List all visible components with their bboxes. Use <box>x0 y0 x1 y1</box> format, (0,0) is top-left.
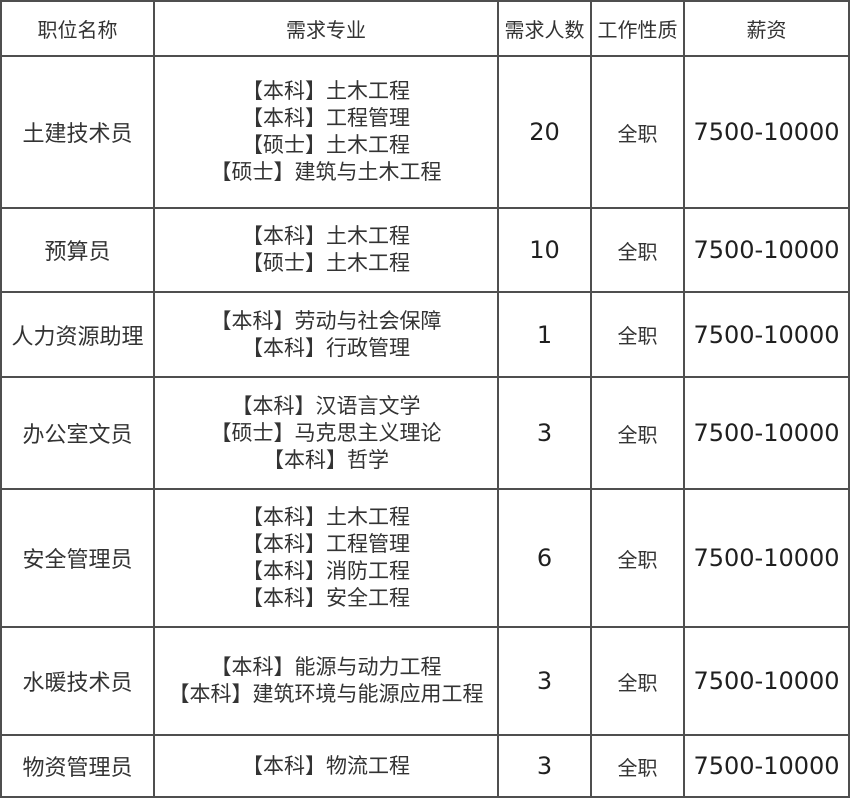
headcount-cell: 3 <box>497 626 592 736</box>
salary-cell: 7500-10000 <box>683 291 850 378</box>
salary-cell: 7500-10000 <box>683 734 850 798</box>
major-line: 【本科】工程管理 <box>242 106 410 130</box>
majors-cell: 【本科】劳动与社会保障 【本科】行政管理 <box>153 291 499 378</box>
headcount-cell: 1 <box>497 291 592 378</box>
header-cell-headcount: 需求人数 <box>497 0 592 57</box>
major-line: 【本科】能源与动力工程 <box>210 655 442 679</box>
majors-cell: 【本科】土木工程 【本科】工程管理 【硕士】土木工程 【硕士】建筑与土木工程 <box>153 55 499 209</box>
majors-cell: 【本科】物流工程 <box>153 734 499 798</box>
table-row: 办公室文员 【本科】汉语言文学 【硕士】马克思主义理论 【本科】哲学 3 全职 … <box>0 376 850 490</box>
major-line: 【本科】劳动与社会保障 <box>210 308 442 333</box>
table-row: 物资管理员 【本科】物流工程 3 全职 7500-10000 <box>0 734 850 798</box>
table-row: 土建技术员 【本科】土木工程 【本科】工程管理 【硕士】土木工程 【硕士】建筑与… <box>0 55 850 209</box>
header-cell-position: 职位名称 <box>0 0 155 57</box>
major-line: 【本科】土木工程 <box>242 224 410 248</box>
job-type-cell: 全职 <box>590 626 685 736</box>
header-cell-majors: 需求专业 <box>153 0 499 57</box>
salary-cell: 7500-10000 <box>683 488 850 628</box>
major-line: 【本科】土木工程 <box>242 79 410 103</box>
major-line: 【硕士】土木工程 <box>242 251 410 275</box>
major-line: 【本科】安全工程 <box>242 586 410 610</box>
position-cell: 物资管理员 <box>0 734 155 798</box>
table-row: 人力资源助理 【本科】劳动与社会保障 【本科】行政管理 1 全职 7500-10… <box>0 291 850 378</box>
headcount-cell: 10 <box>497 207 592 293</box>
position-cell: 土建技术员 <box>0 55 155 209</box>
position-cell: 预算员 <box>0 207 155 293</box>
salary-cell: 7500-10000 <box>683 376 850 490</box>
job-type-cell: 全职 <box>590 207 685 293</box>
position-cell: 安全管理员 <box>0 488 155 628</box>
table-row: 预算员 【本科】土木工程 【硕士】土木工程 10 全职 7500-10000 <box>0 207 850 293</box>
headcount-cell: 20 <box>497 55 592 209</box>
major-line: 【本科】工程管理 <box>242 532 410 556</box>
majors-cell: 【本科】汉语言文学 【硕士】马克思主义理论 【本科】哲学 <box>153 376 499 490</box>
headcount-cell: 6 <box>497 488 592 628</box>
major-line: 【本科】建筑环境与能源应用工程 <box>168 682 484 706</box>
table-row: 安全管理员 【本科】土木工程 【本科】工程管理 【本科】消防工程 【本科】安全工… <box>0 488 850 628</box>
major-line: 【本科】汉语言文学 <box>231 393 421 418</box>
major-line: 【本科】土木工程 <box>242 505 410 529</box>
major-line: 【本科】行政管理 <box>242 335 410 360</box>
position-cell: 人力资源助理 <box>0 291 155 378</box>
headcount-cell: 3 <box>497 376 592 490</box>
header-cell-job-type: 工作性质 <box>590 0 685 57</box>
job-type-cell: 全职 <box>590 376 685 490</box>
majors-cell: 【本科】土木工程 【硕士】土木工程 <box>153 207 499 293</box>
salary-cell: 7500-10000 <box>683 207 850 293</box>
job-type-cell: 全职 <box>590 488 685 628</box>
major-line: 【硕士】土木工程 <box>242 133 410 157</box>
major-line: 【本科】消防工程 <box>242 559 410 583</box>
job-type-cell: 全职 <box>590 291 685 378</box>
table-row: 水暖技术员 【本科】能源与动力工程 【本科】建筑环境与能源应用工程 3 全职 7… <box>0 626 850 736</box>
position-cell: 水暖技术员 <box>0 626 155 736</box>
major-line: 【本科】哲学 <box>263 447 389 472</box>
salary-cell: 7500-10000 <box>683 626 850 736</box>
major-line: 【本科】物流工程 <box>242 753 410 778</box>
position-cell: 办公室文员 <box>0 376 155 490</box>
majors-cell: 【本科】能源与动力工程 【本科】建筑环境与能源应用工程 <box>153 626 499 736</box>
salary-cell: 7500-10000 <box>683 55 850 209</box>
job-type-cell: 全职 <box>590 55 685 209</box>
headcount-cell: 3 <box>497 734 592 798</box>
job-type-cell: 全职 <box>590 734 685 798</box>
major-line: 【硕士】马克思主义理论 <box>210 420 442 445</box>
header-cell-salary: 薪资 <box>683 0 850 57</box>
majors-cell: 【本科】土木工程 【本科】工程管理 【本科】消防工程 【本科】安全工程 <box>153 488 499 628</box>
header-row: 职位名称 需求专业 需求人数 工作性质 薪资 <box>0 0 850 57</box>
major-line: 【硕士】建筑与土木工程 <box>210 160 442 184</box>
